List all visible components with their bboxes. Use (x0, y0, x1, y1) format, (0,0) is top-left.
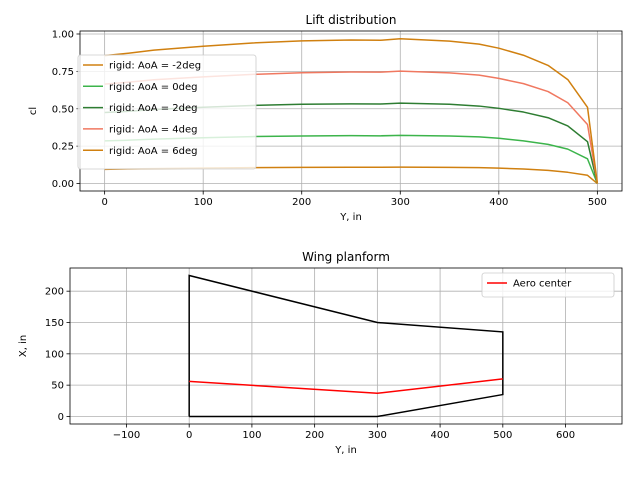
legend-box (481, 272, 615, 298)
x-tick-label: 0 (186, 430, 192, 441)
x-axis-label: Y, in (339, 212, 362, 223)
x-tick-label: 0 (101, 197, 107, 208)
x-tick-label: −100 (113, 430, 140, 441)
axes-frame (69, 267, 623, 425)
x-tick-label: 400 (489, 197, 508, 208)
y-tick-label: 0.00 (52, 179, 74, 190)
plot-area (188, 274, 504, 418)
x-tick-label: 200 (292, 197, 311, 208)
x-axis-label: Y, in (334, 445, 357, 456)
x-tick-label: 100 (194, 197, 213, 208)
y-tick-label: 0 (58, 412, 64, 423)
legend-label-0: Aero center (513, 279, 572, 290)
lift-distribution-chart: 0 100 200 300 400 500 0.00 0.25 0.50 0.75 1.00 Lift… (28, 13, 623, 223)
y-tick-label: 100 (45, 349, 64, 360)
y-axis-label: cl (28, 107, 39, 115)
x-tick-label: 600 (556, 430, 575, 441)
wing-planform-chart: −100 0 100 200 300 400 500 600 0 50 100 150 200 Wing … (18, 250, 623, 456)
y-tick-label: 0.50 (52, 104, 74, 115)
legend-label-0: rigid: AoA = -2deg (109, 61, 201, 72)
x-tick-label: 500 (588, 197, 607, 208)
x-tick-label: 500 (493, 430, 512, 441)
chart-title: Lift distribution (306, 13, 397, 27)
series-line-0 (104, 166, 598, 185)
legend: Aero center (481, 272, 615, 298)
y-tick-label: 150 (45, 318, 64, 329)
y-tick-label: 0.75 (52, 67, 74, 78)
series-line-0 (189, 378, 503, 395)
x-tick-label: 100 (242, 430, 261, 441)
legend-label-1: rigid: AoA = 0deg (109, 82, 197, 93)
x-tick-label: 300 (368, 430, 387, 441)
y-tick-label: 0.25 (52, 142, 74, 153)
legend-label-3: rigid: AoA = 4deg (109, 125, 197, 136)
legend: rigid: AoA = -2deg rigid: AoA = 0deg rigid… (77, 54, 257, 170)
x-tick-label: 300 (391, 197, 410, 208)
legend-label-2: rigid: AoA = 2deg (109, 103, 197, 114)
x-tick-label: 200 (305, 430, 324, 441)
series-line-4 (104, 38, 599, 184)
legend-label-4: rigid: AoA = 6deg (109, 146, 197, 157)
y-axis-label: X, in (18, 335, 29, 357)
chart-title: Wing planform (302, 250, 390, 264)
y-tick-label: 50 (51, 381, 64, 392)
y-tick-label: 1.00 (52, 29, 74, 40)
planform-outline-line (188, 274, 504, 418)
legend-box (77, 54, 257, 170)
y-tick-label: 200 (45, 287, 64, 298)
x-tick-label: 400 (431, 430, 450, 441)
